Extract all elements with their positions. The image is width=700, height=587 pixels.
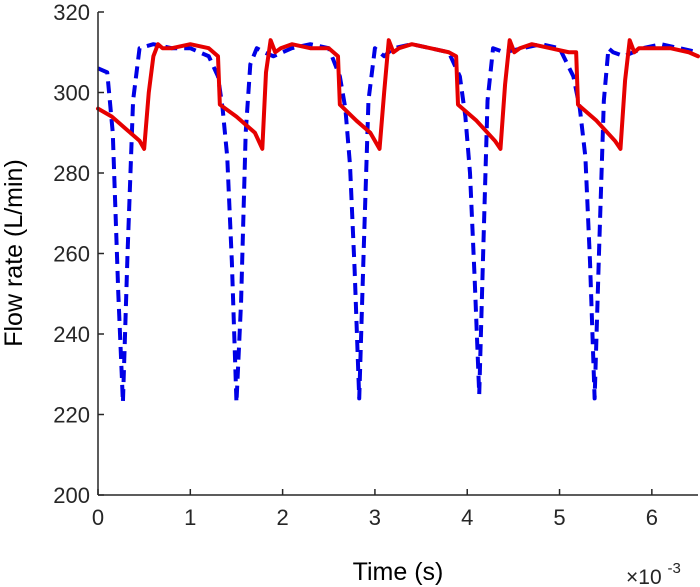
x-axis-multiplier: ×10 -3 — [626, 560, 681, 587]
x-tick-label: 1 — [184, 505, 196, 530]
y-tick-label: 240 — [53, 322, 90, 347]
x-axis-multiplier-exponent: -3 — [667, 560, 680, 577]
series-line-2 — [96, 38, 700, 151]
x-tick-label: 2 — [276, 505, 288, 530]
y-axis-label: Flow rate (L/min) — [0, 159, 28, 347]
x-tick-label: 4 — [461, 505, 473, 530]
y-tick-label: 300 — [53, 81, 90, 106]
x-axis-multiplier-base: ×10 — [626, 566, 662, 587]
axes — [97, 12, 698, 496]
series-line-1 — [97, 42, 699, 405]
y-tick-label: 200 — [53, 483, 90, 508]
y-tick-label: 220 — [53, 403, 90, 428]
ticks: 0 1 2 3 4 5 6 200 220 240 260 280 300 320 — [53, 0, 658, 530]
y-tick-label: 260 — [53, 242, 90, 267]
x-tick-label: 3 — [369, 505, 381, 530]
plot-lines — [96, 38, 700, 405]
x-tick-label: 0 — [92, 505, 104, 530]
x-axis-label: Time (s) — [353, 558, 444, 586]
y-tick-label: 280 — [53, 161, 90, 186]
x-tick-label: 6 — [646, 505, 658, 530]
x-tick-label: 5 — [553, 505, 565, 530]
y-tick-label: 320 — [53, 0, 90, 25]
